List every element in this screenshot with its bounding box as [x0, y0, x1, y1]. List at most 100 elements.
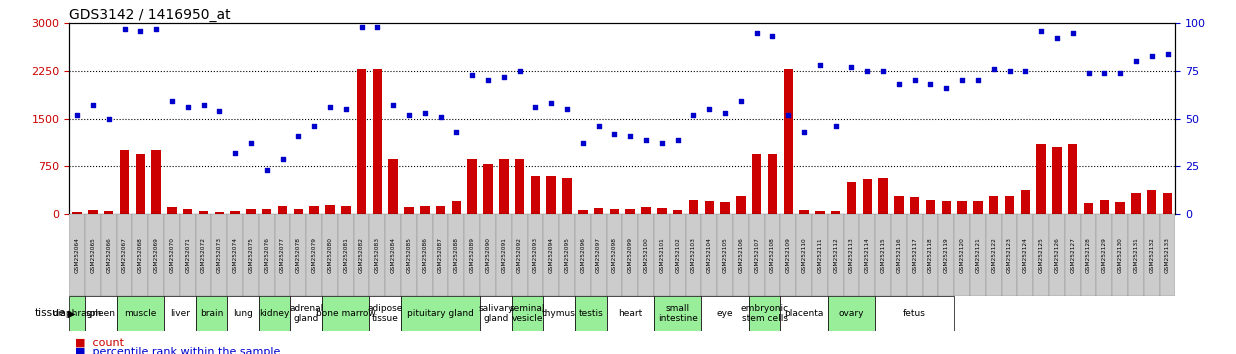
Bar — [1084, 203, 1094, 214]
Point — [858, 68, 878, 74]
Text: GSM252123: GSM252123 — [1007, 237, 1012, 273]
Text: GSM252087: GSM252087 — [438, 237, 442, 273]
Bar — [73, 212, 82, 214]
Point — [241, 141, 261, 146]
Text: GSM252103: GSM252103 — [691, 237, 696, 273]
Bar — [1115, 202, 1125, 214]
Text: GSM252119: GSM252119 — [944, 237, 949, 273]
Bar — [986, 214, 1001, 296]
Bar — [88, 210, 98, 214]
Bar — [420, 206, 430, 214]
Bar — [1068, 144, 1078, 214]
Bar — [400, 296, 480, 331]
Point — [1126, 58, 1146, 64]
Point — [604, 131, 624, 137]
Text: GSM252093: GSM252093 — [533, 237, 538, 273]
Point — [509, 68, 529, 74]
Bar — [404, 206, 414, 214]
Text: small
intestine: small intestine — [658, 304, 697, 323]
Text: GSM252125: GSM252125 — [1038, 237, 1043, 273]
Bar — [575, 214, 591, 296]
Bar — [1159, 214, 1175, 296]
Point — [620, 133, 640, 139]
Bar — [136, 154, 145, 214]
Text: GSM252104: GSM252104 — [707, 237, 712, 273]
Text: GSM252126: GSM252126 — [1054, 237, 1059, 273]
Bar — [104, 211, 114, 214]
Text: muscle: muscle — [124, 309, 157, 318]
Point — [651, 141, 671, 146]
Text: GSM252112: GSM252112 — [833, 237, 838, 273]
Bar — [591, 214, 607, 296]
Text: eye: eye — [717, 309, 733, 318]
Bar — [278, 206, 287, 214]
Bar — [307, 214, 323, 296]
Point — [842, 64, 861, 70]
Bar — [593, 209, 603, 214]
Bar — [370, 296, 400, 331]
Point — [352, 24, 372, 30]
Bar — [199, 211, 209, 214]
Text: placenta: placenta — [785, 309, 823, 318]
Point — [83, 102, 103, 108]
Point — [700, 106, 719, 112]
Bar — [658, 209, 666, 214]
Bar — [211, 214, 227, 296]
Bar — [1100, 200, 1109, 214]
Text: GSM252081: GSM252081 — [344, 237, 349, 273]
Bar — [1036, 144, 1046, 214]
Bar — [749, 296, 780, 331]
Text: GSM252064: GSM252064 — [74, 237, 79, 273]
Text: GSM252131: GSM252131 — [1133, 237, 1138, 273]
Bar — [891, 214, 907, 296]
Bar — [638, 214, 654, 296]
Text: thymus: thymus — [543, 309, 576, 318]
Bar — [701, 296, 749, 331]
Text: GSM252088: GSM252088 — [454, 237, 459, 273]
Point — [115, 26, 135, 32]
Bar — [768, 154, 777, 214]
Text: GSM252133: GSM252133 — [1166, 237, 1170, 273]
Text: lung: lung — [234, 309, 253, 318]
Point — [1047, 35, 1067, 41]
Bar — [151, 150, 161, 214]
Bar — [544, 214, 559, 296]
Bar — [1064, 214, 1080, 296]
Point — [99, 116, 119, 121]
Point — [1079, 70, 1099, 75]
Bar — [688, 200, 698, 214]
Text: GSM252105: GSM252105 — [723, 237, 728, 273]
Text: GSM252089: GSM252089 — [470, 237, 475, 273]
Bar — [69, 296, 85, 331]
Bar — [323, 214, 337, 296]
Text: pituitary gland: pituitary gland — [407, 309, 475, 318]
Bar — [1017, 214, 1033, 296]
Bar — [1080, 214, 1096, 296]
Text: GSM252080: GSM252080 — [328, 237, 332, 273]
Text: ▶: ▶ — [68, 308, 75, 318]
Point — [257, 167, 277, 173]
Bar — [954, 214, 970, 296]
Bar — [290, 214, 307, 296]
Bar — [812, 214, 828, 296]
Point — [304, 124, 324, 129]
Bar — [353, 214, 370, 296]
Bar — [1001, 214, 1017, 296]
Bar — [922, 214, 938, 296]
Point — [1158, 51, 1178, 56]
Bar — [607, 214, 622, 296]
Text: GSM252130: GSM252130 — [1117, 237, 1122, 273]
Text: GSM252075: GSM252075 — [248, 237, 253, 273]
Point — [968, 78, 988, 83]
Bar — [417, 214, 433, 296]
Point — [1063, 30, 1083, 35]
Bar — [449, 214, 465, 296]
Bar — [672, 210, 682, 214]
Text: ■  percentile rank within the sample: ■ percentile rank within the sample — [75, 347, 281, 354]
Text: GSM252076: GSM252076 — [265, 237, 269, 273]
Text: GDS3142 / 1416950_at: GDS3142 / 1416950_at — [69, 8, 231, 22]
Bar — [258, 214, 274, 296]
Text: embryonic
stem cells: embryonic stem cells — [740, 304, 789, 323]
Bar — [120, 150, 130, 214]
Bar — [512, 296, 544, 331]
